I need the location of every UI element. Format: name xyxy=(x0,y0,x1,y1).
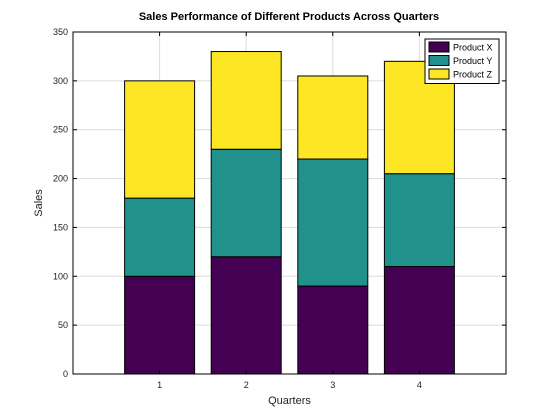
bar-product-x-q3 xyxy=(297,285,369,375)
x-tick-label: 2 xyxy=(244,380,249,390)
chart-title: Sales Performance of Different Products … xyxy=(139,11,439,23)
axis-ticks: 0 50 100 150 200 250 300 350 1 2 3 4 xyxy=(53,27,506,390)
bar-product-y-q3 xyxy=(297,158,369,287)
bar-product-y-q2 xyxy=(210,148,282,258)
legend-label: Product X xyxy=(453,43,493,53)
y-tick-label: 350 xyxy=(53,27,68,37)
y-tick-label: 250 xyxy=(53,125,68,135)
y-axis-label: Sales xyxy=(33,189,45,217)
x-tick-label: 4 xyxy=(417,380,422,390)
y-tick-label: 100 xyxy=(53,271,68,281)
bar-product-x-q4 xyxy=(383,266,455,375)
y-tick-label: 300 xyxy=(53,76,68,86)
bars xyxy=(124,51,455,375)
bar-product-y-q1 xyxy=(124,197,196,277)
legend-label: Product Z xyxy=(453,70,493,80)
bar-product-z-q1 xyxy=(124,80,196,199)
y-tick-label: 50 xyxy=(58,320,68,330)
bar-product-y-q4 xyxy=(383,173,455,268)
x-tick-label: 3 xyxy=(330,380,335,390)
legend-label: Product Y xyxy=(453,56,492,66)
x-axis-label: Quarters xyxy=(268,395,311,407)
legend-swatch xyxy=(428,68,450,80)
bar-product-z-q2 xyxy=(210,51,282,150)
y-tick-label: 150 xyxy=(53,222,68,232)
plot-area-frame xyxy=(72,31,507,375)
y-tick-label: 200 xyxy=(53,174,68,184)
legend: Product X Product Y Product Z xyxy=(424,38,500,84)
bar-product-x-q1 xyxy=(124,275,196,375)
bar-product-x-q2 xyxy=(210,256,282,375)
x-tick-label: 1 xyxy=(157,380,162,390)
y-tick-label: 0 xyxy=(63,369,68,379)
bar-product-z-q3 xyxy=(297,75,369,160)
legend-swatch xyxy=(428,41,450,53)
legend-swatch xyxy=(428,55,450,66)
